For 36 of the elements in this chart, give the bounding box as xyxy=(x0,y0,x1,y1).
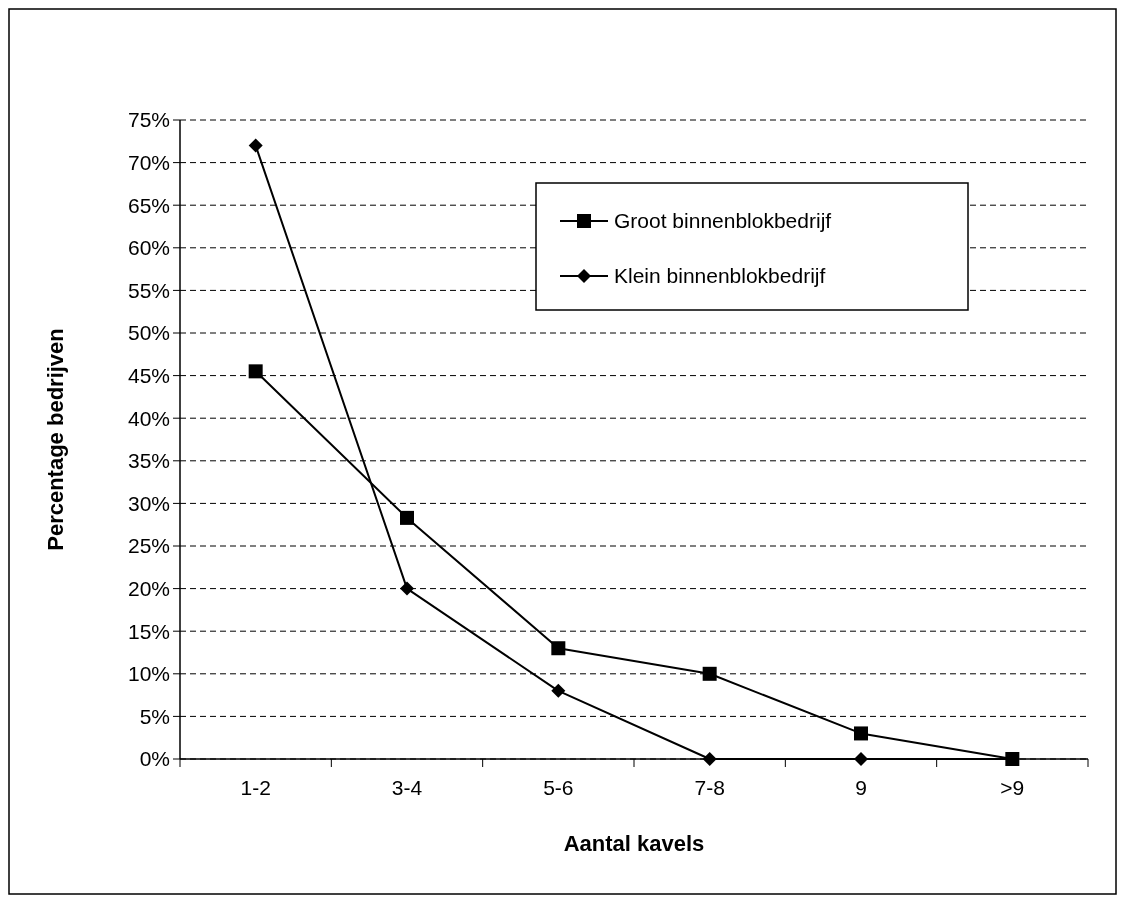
point xyxy=(400,510,414,525)
point xyxy=(551,683,566,698)
point xyxy=(551,641,566,656)
y-tick-label: 0% xyxy=(139,747,170,771)
point xyxy=(248,364,263,379)
y-tick-label: 15% xyxy=(127,619,170,643)
x-tick-label: >9 xyxy=(1000,776,1025,799)
y-tick-label: 55% xyxy=(127,278,170,302)
y-tick-label: 5% xyxy=(139,704,170,728)
point xyxy=(400,581,414,596)
y-tick-label: 50% xyxy=(127,321,170,345)
y-axis-title: Percentage bedrijven xyxy=(43,328,68,551)
legend-label: Klein binnenblokbedrijf xyxy=(614,264,826,288)
point xyxy=(248,138,263,153)
x-axis-title: Aantal kavels xyxy=(563,831,705,856)
point xyxy=(854,752,868,766)
y-tick-label: 10% xyxy=(127,662,170,686)
y-tick-label: 45% xyxy=(127,363,170,387)
x-tick-label: 7-8 xyxy=(694,776,725,799)
y-tick-label: 30% xyxy=(127,491,170,515)
x-tick-label: 9 xyxy=(855,776,867,799)
x-tick-label: 1-2 xyxy=(240,776,271,799)
x-tick-label: 5-6 xyxy=(543,776,574,799)
y-tick-label: 75% xyxy=(127,108,170,132)
y-tick-label: 20% xyxy=(127,576,170,600)
y-tick-label: 60% xyxy=(127,236,170,260)
point xyxy=(854,726,868,741)
legend-label: Groot binnenblokbedrijf xyxy=(614,209,832,233)
y-tick-label: 40% xyxy=(127,406,170,430)
point xyxy=(702,752,717,766)
y-tick-label: 70% xyxy=(127,150,170,174)
y-tick-label: 25% xyxy=(127,534,170,558)
y-tick-label: 65% xyxy=(127,193,170,217)
point xyxy=(702,666,717,681)
y-tick-label: 35% xyxy=(127,449,170,473)
x-tick-label: 3-4 xyxy=(391,776,423,799)
